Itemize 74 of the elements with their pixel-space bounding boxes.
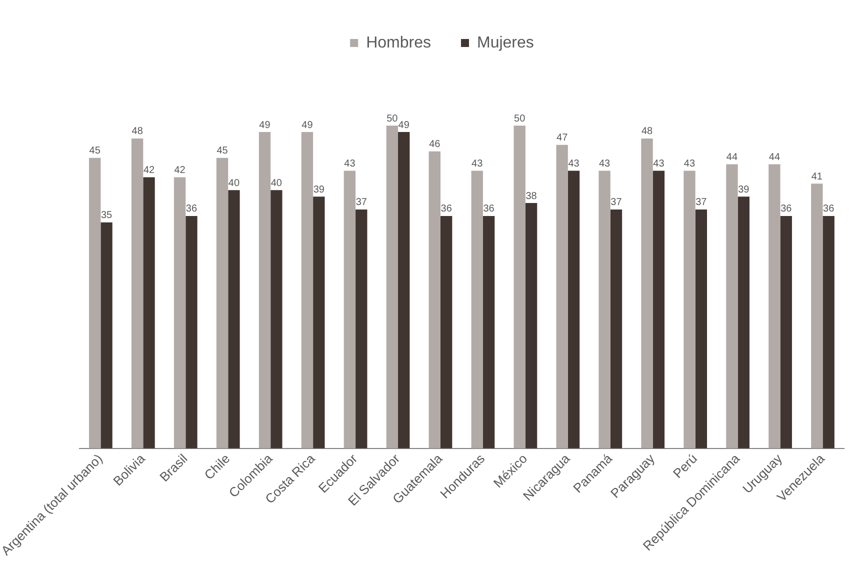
data-label: 49: [302, 120, 314, 131]
bar: [556, 144, 568, 448]
data-label: 42: [143, 164, 156, 176]
data-label: 44: [768, 152, 780, 164]
bar: [768, 164, 780, 448]
legend-label: Mujeres: [477, 34, 534, 52]
bar: [174, 177, 186, 448]
bar: [440, 216, 452, 448]
data-label: 39: [313, 184, 325, 196]
bar: [270, 190, 282, 448]
bar: [514, 126, 526, 448]
data-label: 43: [598, 158, 611, 170]
data-label: 36: [823, 204, 835, 215]
bar: [652, 170, 665, 448]
bar: [100, 222, 112, 448]
bar: [186, 216, 198, 448]
bar: [568, 170, 580, 448]
data-label: 38: [526, 190, 538, 202]
bar: [684, 170, 696, 448]
data-label: 37: [610, 197, 622, 208]
legend-label: Hombres: [366, 34, 431, 52]
bar: [598, 170, 610, 448]
data-label: 41: [811, 171, 823, 182]
bar: [228, 190, 240, 448]
data-label: 37: [356, 197, 368, 208]
bar: [398, 132, 410, 448]
data-label: 45: [89, 146, 101, 157]
bar: [356, 210, 368, 448]
data-label: 43: [568, 158, 580, 170]
bar: [386, 126, 398, 448]
data-label: 36: [186, 204, 198, 215]
data-label: 49: [398, 120, 410, 131]
data-label: 48: [132, 126, 144, 138]
bar: [313, 196, 325, 448]
bar: [428, 151, 440, 448]
bar: [695, 210, 708, 448]
bar: [301, 132, 314, 448]
data-label: 35: [100, 210, 113, 222]
bar: [726, 164, 738, 448]
data-label: 43: [344, 158, 356, 170]
data-label: 37: [696, 197, 708, 208]
data-label: 40: [270, 178, 282, 189]
bar: [738, 196, 750, 448]
data-label: 40: [228, 178, 240, 189]
bar: [131, 138, 144, 448]
data-label: 36: [440, 204, 452, 215]
data-label: 50: [386, 113, 398, 124]
data-label: 43: [684, 158, 696, 170]
data-label: 48: [641, 126, 654, 138]
bar: [811, 184, 823, 448]
bar: [216, 158, 228, 448]
bar: [482, 216, 495, 448]
data-label: 46: [429, 139, 441, 150]
data-label: 47: [556, 132, 568, 144]
bar: [641, 138, 653, 448]
bar: [143, 177, 155, 448]
bar: [822, 216, 834, 448]
data-label: 44: [726, 152, 738, 164]
data-label: 42: [174, 164, 186, 176]
bar: [471, 170, 483, 448]
bar: [258, 132, 271, 448]
data-label: 43: [472, 158, 484, 170]
bar: [525, 203, 538, 448]
bar: [610, 210, 622, 448]
data-label: 43: [653, 158, 665, 170]
data-label: 36: [780, 204, 792, 215]
data-label: 36: [483, 204, 495, 215]
data-label: 49: [259, 120, 271, 131]
bar: [89, 158, 101, 448]
data-label: 39: [738, 184, 750, 196]
data-label: 50: [514, 113, 526, 124]
data-label: 45: [216, 146, 228, 157]
bar: [344, 170, 356, 448]
bar: [780, 216, 792, 448]
